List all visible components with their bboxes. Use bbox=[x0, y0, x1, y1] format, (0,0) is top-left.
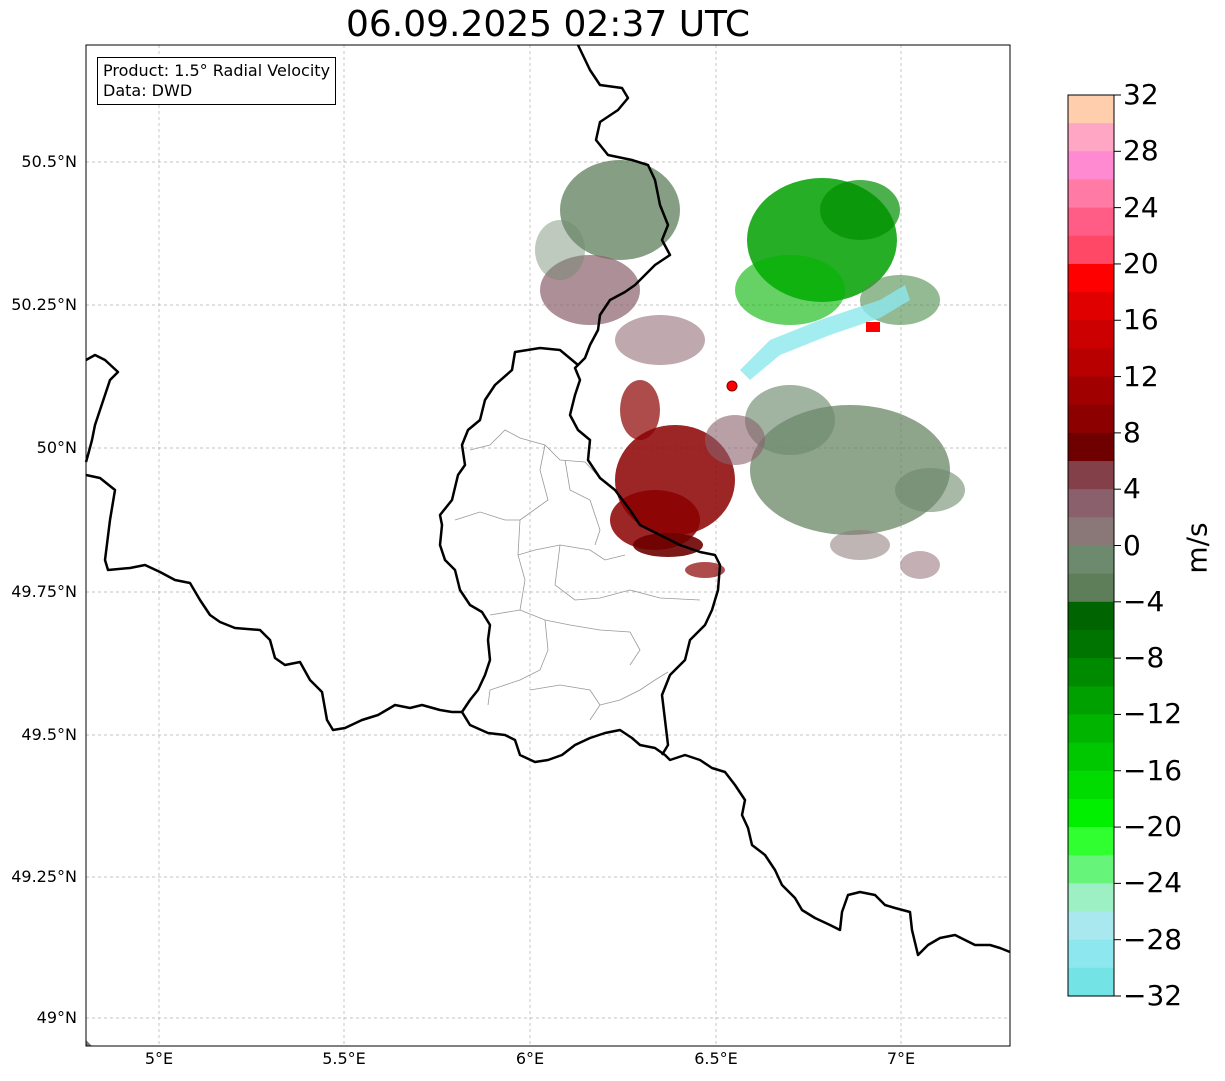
corner-mark bbox=[86, 1040, 92, 1046]
colorbar-tick-label: 20 bbox=[1123, 246, 1159, 280]
colorbar-segment bbox=[1068, 123, 1114, 152]
colorbar-tick-label: −12 bbox=[1123, 697, 1183, 731]
colorbar-tick-label: −24 bbox=[1123, 866, 1183, 900]
colorbar-segment bbox=[1068, 883, 1114, 913]
colorbar-tick-label: −4 bbox=[1123, 584, 1165, 618]
colorbar-tick-label: 0 bbox=[1123, 528, 1141, 562]
lon-label-7: 7°E bbox=[886, 1049, 916, 1068]
colorbar-tick-marks bbox=[1114, 94, 1121, 997]
product-label: Product: 1.5° Radial Velocity bbox=[103, 61, 331, 80]
district-boundaries bbox=[454, 429, 701, 721]
echo-folded-red bbox=[866, 322, 880, 332]
lat-label-49: 49°N bbox=[36, 1008, 77, 1027]
colorbar-tick-label: 4 bbox=[1123, 472, 1141, 506]
colorbar-tick-label: −20 bbox=[1123, 810, 1183, 844]
colorbar-segment bbox=[1068, 855, 1114, 884]
gridlines bbox=[86, 45, 1010, 1046]
border-fr-be bbox=[85, 473, 462, 732]
colorbar-segment bbox=[1068, 489, 1114, 518]
colorbar-tick-label: −32 bbox=[1123, 979, 1183, 1012]
border-be-de-north bbox=[568, 44, 722, 756]
lat-label-49.5: 49.5°N bbox=[21, 725, 77, 744]
colorbar-segment bbox=[1068, 827, 1114, 856]
colorbar-segment bbox=[1068, 461, 1114, 490]
colorbar-tick-label: 28 bbox=[1123, 134, 1159, 168]
colorbar bbox=[1068, 95, 1114, 997]
colorbar-segment bbox=[1068, 545, 1114, 575]
colorbar-tick-label: −16 bbox=[1123, 753, 1183, 787]
radar-site-marker[interactable] bbox=[726, 380, 738, 392]
colorbar-segment bbox=[1068, 348, 1114, 378]
colorbar-segment bbox=[1068, 573, 1114, 603]
colorbar-segment bbox=[1068, 320, 1114, 350]
border-be-lu bbox=[438, 346, 579, 713]
info-box: Product: 1.5° Radial Velocity Data: DWD bbox=[97, 57, 337, 105]
colorbar-segment bbox=[1068, 292, 1114, 321]
colorbar-segment bbox=[1068, 601, 1114, 631]
colorbar-segment bbox=[1068, 629, 1114, 659]
plot-frame bbox=[85, 44, 1011, 1047]
country-borders bbox=[84, 44, 1011, 957]
colorbar-segment bbox=[1068, 151, 1114, 181]
colorbar-segment bbox=[1068, 263, 1114, 293]
lon-label-6.5: 6.5°E bbox=[694, 1049, 738, 1068]
lat-label-49.25: 49.25°N bbox=[11, 867, 77, 886]
colorbar-tick-label: 16 bbox=[1123, 303, 1159, 337]
colorbar-segment bbox=[1068, 95, 1114, 124]
colorbar-segment bbox=[1068, 658, 1114, 687]
colorbar-segment bbox=[1068, 404, 1114, 434]
colorbar-tick-label: 8 bbox=[1123, 415, 1141, 449]
colorbar-segment bbox=[1068, 235, 1114, 265]
colorbar-segment bbox=[1068, 770, 1114, 800]
colorbar-segment bbox=[1068, 432, 1114, 462]
colorbar-tick-label: 12 bbox=[1123, 359, 1159, 393]
colorbar-segment bbox=[1068, 517, 1114, 547]
colorbar-segment bbox=[1068, 939, 1114, 969]
colorbar-tick-label: −28 bbox=[1123, 922, 1183, 956]
colorbar-unit-label: m/s bbox=[1180, 522, 1214, 574]
lon-label-5.5: 5.5°E bbox=[322, 1049, 366, 1068]
colorbar-segment bbox=[1068, 686, 1114, 716]
lat-label-50.5: 50.5°N bbox=[21, 152, 77, 171]
colorbar-segment bbox=[1068, 967, 1114, 997]
colorbar-segment bbox=[1068, 207, 1114, 237]
lat-label-50.25: 50.25°N bbox=[11, 295, 77, 314]
colorbar-tick-label: −8 bbox=[1123, 641, 1165, 675]
colorbar-tick-label: 32 bbox=[1123, 78, 1159, 111]
radar-echoes bbox=[535, 160, 965, 579]
colorbar-segment bbox=[1068, 798, 1114, 828]
lat-label-50: 50°N bbox=[36, 438, 77, 457]
border-fr-lu-de bbox=[460, 711, 1011, 957]
echo-nw-weak bbox=[560, 160, 680, 260]
source-label: Data: DWD bbox=[103, 81, 193, 100]
border-top-left bbox=[84, 353, 120, 463]
colorbar-segment bbox=[1068, 742, 1114, 772]
lon-label-5: 5°E bbox=[144, 1049, 174, 1068]
map-title: 06.09.2025 02:37 UTC bbox=[345, 4, 751, 45]
colorbar-segment bbox=[1068, 911, 1114, 941]
colorbar-tick-label: 24 bbox=[1123, 190, 1159, 224]
colorbar-segment bbox=[1068, 179, 1114, 209]
echo-aliased-band bbox=[740, 285, 910, 380]
lat-label-49.75: 49.75°N bbox=[11, 582, 77, 601]
colorbar-segment bbox=[1068, 376, 1114, 406]
lon-label-6: 6°E bbox=[515, 1049, 545, 1068]
colorbar-segment bbox=[1068, 714, 1114, 744]
